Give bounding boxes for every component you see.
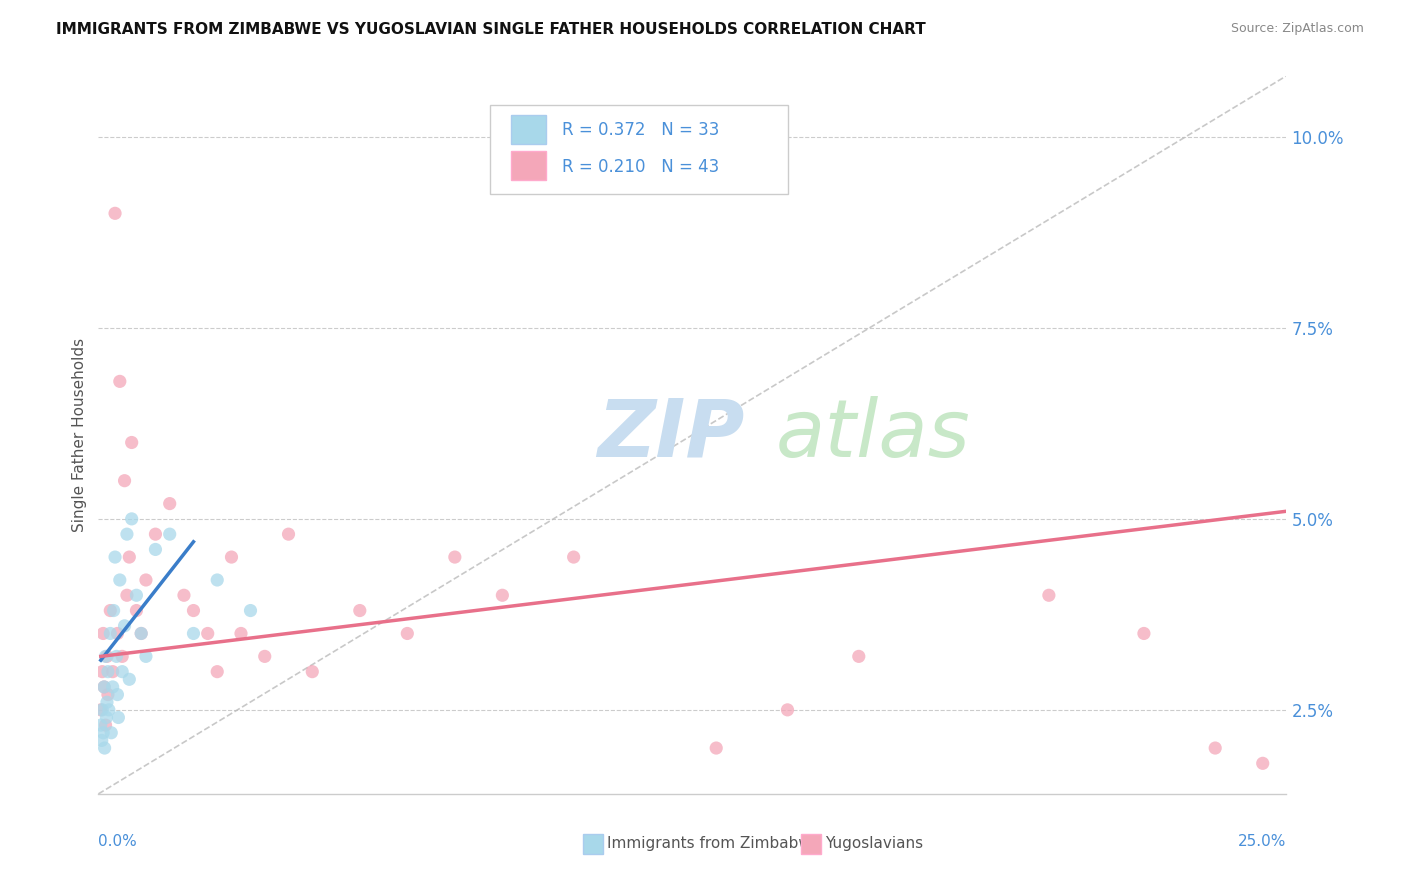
Point [197, 626, 219, 640]
Point [253, 649, 276, 664]
Text: 0.0%: 0.0% [98, 834, 138, 849]
Point [129, 626, 152, 640]
Point [96, 710, 118, 724]
Point [1251, 756, 1274, 771]
Point [108, 573, 131, 587]
Point [104, 550, 127, 565]
Point [100, 725, 122, 739]
Text: atlas: atlas [776, 396, 970, 474]
Point [111, 649, 134, 664]
Point [91, 703, 114, 717]
Text: ZIP: ZIP [598, 396, 745, 474]
Point [93, 741, 115, 756]
Point [125, 588, 148, 602]
Point [301, 665, 323, 679]
Point [91, 725, 114, 739]
Point [221, 550, 243, 565]
Text: R = 0.372   N = 33: R = 0.372 N = 33 [562, 120, 718, 138]
Point [129, 626, 152, 640]
Point [118, 673, 141, 687]
Point [277, 527, 299, 541]
Point [96, 649, 118, 664]
Point [101, 680, 124, 694]
Point [121, 512, 143, 526]
Point [94, 649, 117, 664]
Point [349, 603, 371, 617]
Point [90, 703, 112, 717]
Point [111, 665, 134, 679]
Point [848, 649, 870, 664]
Point [704, 741, 727, 756]
Text: Yugoslavians: Yugoslavians [825, 837, 924, 851]
Point [229, 626, 252, 640]
Point [105, 649, 128, 664]
Point [776, 703, 799, 717]
Point [239, 603, 262, 617]
Point [96, 695, 118, 709]
Point [183, 626, 205, 640]
Point [107, 710, 129, 724]
Point [173, 588, 195, 602]
Point [93, 680, 115, 694]
Point [396, 626, 419, 640]
Text: 25.0%: 25.0% [1239, 834, 1286, 849]
Point [205, 665, 228, 679]
Point [107, 688, 129, 702]
Point [183, 603, 205, 617]
Point [491, 588, 513, 602]
Text: R = 0.210   N = 43: R = 0.210 N = 43 [562, 158, 718, 176]
Point [145, 527, 167, 541]
FancyBboxPatch shape [491, 104, 787, 194]
Point [205, 573, 228, 587]
Point [118, 550, 141, 565]
Point [91, 626, 114, 640]
Point [97, 703, 120, 717]
Point [91, 665, 114, 679]
Point [93, 680, 115, 694]
Point [562, 550, 585, 565]
Point [114, 619, 136, 633]
Point [159, 527, 181, 541]
Point [135, 573, 157, 587]
Bar [510, 152, 547, 180]
Point [94, 718, 117, 732]
Point [135, 649, 157, 664]
Point [1204, 741, 1226, 756]
Point [98, 603, 121, 617]
Text: IMMIGRANTS FROM ZIMBABWE VS YUGOSLAVIAN SINGLE FATHER HOUSEHOLDS CORRELATION CHA: IMMIGRANTS FROM ZIMBABWE VS YUGOSLAVIAN … [56, 22, 927, 37]
Point [104, 206, 127, 220]
Point [121, 435, 143, 450]
Point [115, 588, 138, 602]
Point [444, 550, 467, 565]
Point [107, 626, 129, 640]
Point [1133, 626, 1156, 640]
Point [125, 603, 148, 617]
Point [90, 718, 112, 732]
Point [114, 474, 136, 488]
Point [108, 375, 131, 389]
Point [145, 542, 167, 557]
Point [115, 527, 138, 541]
Point [101, 665, 124, 679]
Y-axis label: Single Father Households: Single Father Households [72, 338, 87, 532]
Bar [510, 115, 547, 144]
Point [1038, 588, 1060, 602]
Point [90, 733, 112, 747]
Point [97, 688, 120, 702]
Point [103, 603, 125, 617]
Point [97, 665, 120, 679]
Text: Source: ZipAtlas.com: Source: ZipAtlas.com [1230, 22, 1364, 36]
Point [159, 497, 181, 511]
Text: Immigrants from Zimbabwe: Immigrants from Zimbabwe [607, 837, 821, 851]
Point [98, 626, 121, 640]
